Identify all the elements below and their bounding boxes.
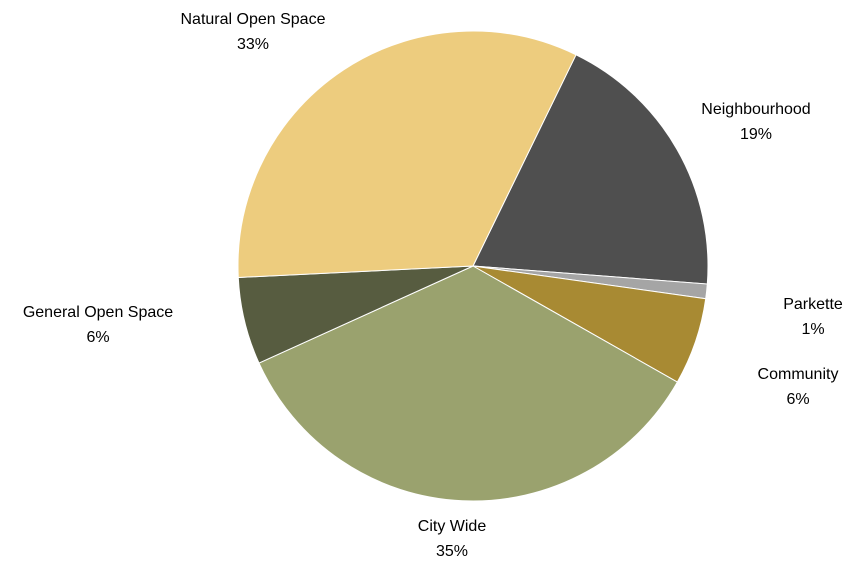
slice-value-label: 1% — [801, 321, 824, 338]
slice-value-label: 35% — [436, 543, 468, 560]
slice-label: Parkette — [783, 296, 843, 313]
slice-value-label: 19% — [740, 126, 772, 143]
slice-value-label: 6% — [786, 391, 809, 408]
slice-label: Natural Open Space — [181, 11, 326, 28]
pie-slice — [237, 30, 577, 279]
slice-label: City Wide — [418, 518, 487, 535]
pie-slice — [258, 265, 679, 502]
slice-value-label: 33% — [237, 36, 269, 53]
slice-label: Community — [758, 366, 839, 383]
slice-label: General Open Space — [23, 304, 173, 321]
pie-slice — [472, 54, 709, 285]
slice-label: Neighbourhood — [701, 101, 810, 118]
slice-value-label: 6% — [86, 329, 109, 346]
